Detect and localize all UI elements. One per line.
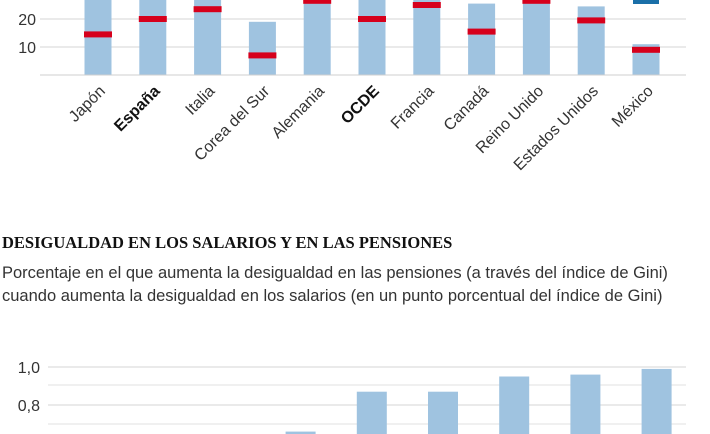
bar (248, 21, 276, 75)
marker (138, 16, 167, 22)
bar (139, 0, 167, 75)
bar (194, 0, 222, 75)
bar (84, 0, 112, 75)
x-tick-label: España (111, 83, 163, 135)
x-tick-label: Japón (66, 83, 109, 126)
y-tick-label: 1,0 (18, 360, 40, 377)
bar (522, 0, 550, 75)
marker (632, 46, 660, 53)
y-tick-label: 0,8 (18, 398, 40, 415)
marker (303, 0, 332, 4)
marker (577, 17, 606, 24)
chart-2-subtitle: Porcentaje en el que aumenta la desigual… (2, 264, 668, 305)
bar (577, 6, 605, 75)
marker (248, 52, 277, 59)
chart-1: 102030JapónEspañaItaliaCorea del SurAlem… (18, 0, 686, 174)
y-tick-label: 20 (18, 12, 36, 29)
bar (499, 376, 530, 434)
marker (522, 0, 551, 4)
marker (467, 28, 496, 35)
bar (570, 374, 601, 434)
bar (468, 3, 496, 76)
x-tick-label: México (609, 83, 657, 131)
bar (303, 0, 331, 75)
x-tick-label: Italia (183, 83, 219, 119)
y-tick-label: 10 (18, 40, 36, 57)
bar (358, 0, 386, 75)
bar (641, 368, 672, 434)
y-tick-label: 30 (18, 0, 36, 1)
bar (428, 391, 458, 434)
x-tick-label: OCDE (338, 83, 383, 128)
x-tick-label: Francia (388, 83, 438, 133)
marker (358, 16, 386, 22)
marker (84, 31, 112, 38)
x-tick-label: Canadá (441, 83, 493, 135)
bar (413, 0, 441, 75)
legend-swatch (633, 0, 659, 4)
marker (193, 6, 222, 13)
bar (356, 391, 387, 434)
chart-2-title: DESIGUALDAD EN LOS SALARIOS Y EN LAS PEN… (2, 233, 453, 252)
marker (412, 2, 441, 8)
x-tick-label: Alemania (269, 83, 328, 142)
